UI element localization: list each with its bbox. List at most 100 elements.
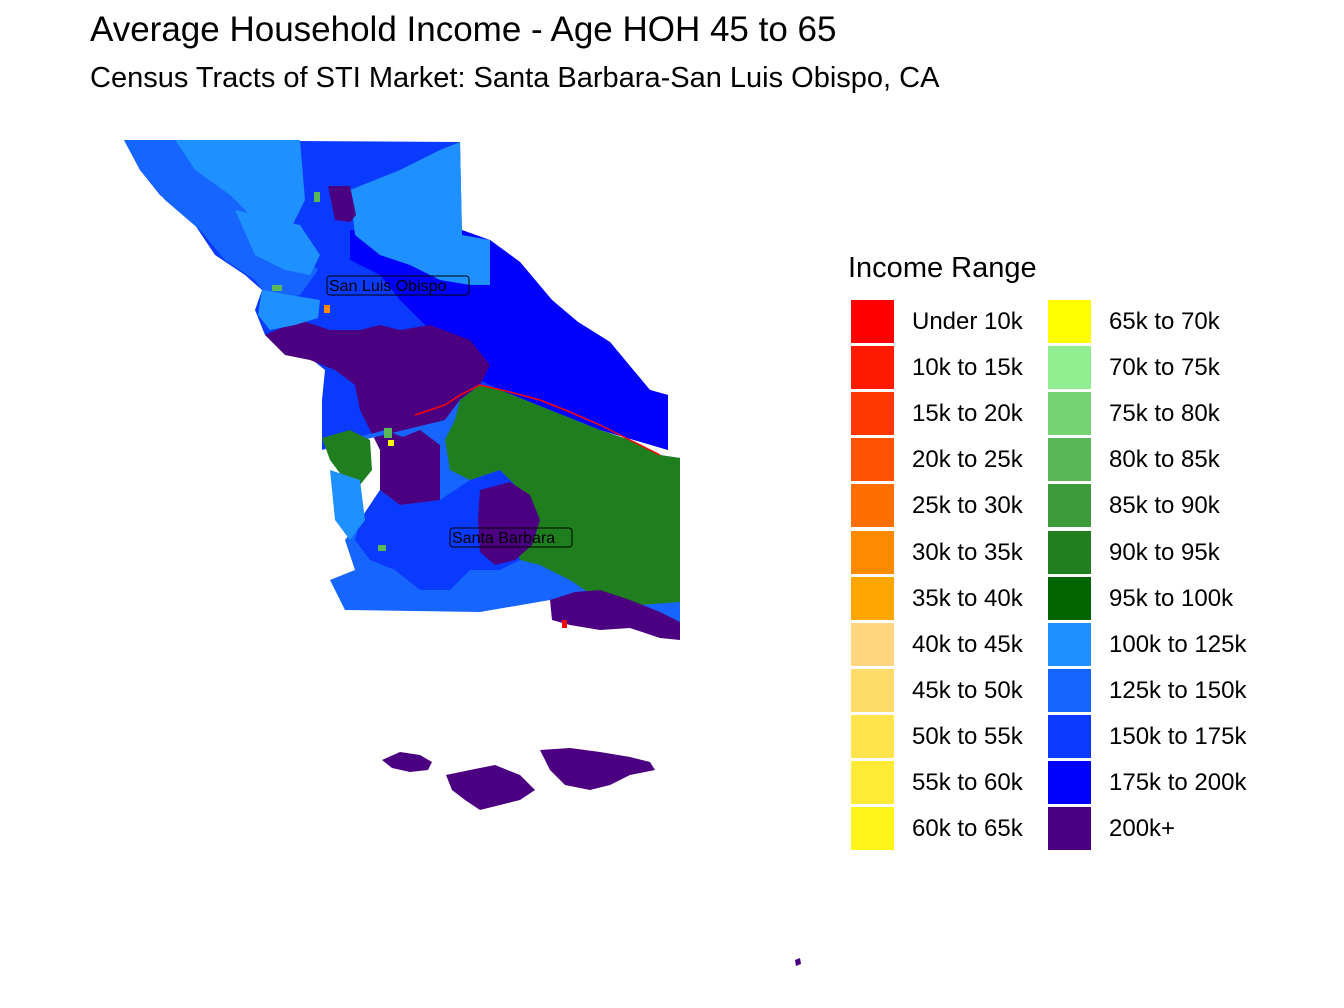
legend-item: 35k to 40k — [848, 576, 1045, 623]
sb-north-purple-tract — [380, 430, 440, 505]
legend-label: 125k to 150k — [1109, 676, 1247, 704]
legend-label: 30k to 35k — [912, 538, 1023, 566]
slo-south-tract-purple — [265, 320, 490, 505]
legend-label: 90k to 95k — [1109, 538, 1220, 566]
legend-item: 75k to 80k — [1045, 392, 1242, 438]
legend-title: Income Range — [848, 252, 1037, 284]
legend-label: 75k to 80k — [1109, 400, 1220, 428]
legend-label: 10k to 15k — [912, 354, 1023, 382]
legend-swatch — [851, 668, 894, 712]
legend-item: 95k to 100k — [1045, 576, 1242, 623]
sb-coast-tract — [330, 470, 365, 540]
legend-item: 80k to 85k — [1045, 438, 1242, 484]
legend-label: 55k to 60k — [912, 769, 1023, 796]
legend-item: 15k to 20k — [848, 392, 1045, 438]
legend-item: 200k+ — [1045, 807, 1242, 853]
legend-swatch — [1048, 714, 1091, 758]
legend-swatch — [851, 346, 894, 390]
island-east — [540, 748, 655, 790]
legend-swatch — [851, 438, 894, 482]
legend-label: 200k+ — [1109, 815, 1176, 843]
legend-swatch — [851, 484, 894, 528]
legend-item: 125k to 150k — [1045, 668, 1246, 715]
legend-item: 60k to 65k — [848, 807, 1045, 853]
legend-label: 65k to 70k — [1109, 308, 1220, 335]
legend-label: 35k to 40k — [912, 584, 1023, 612]
legend-item: 90k to 95k — [1045, 530, 1242, 577]
city-label-text: San Luis Obispo — [329, 278, 447, 295]
legend-swatch — [1048, 392, 1091, 436]
sb-central-purple-tract — [478, 482, 540, 565]
legend-swatch — [1048, 668, 1091, 712]
legend-item: 100k to 125k — [1045, 622, 1246, 669]
legend-label: 45k to 50k — [912, 676, 1023, 704]
legend-item: 10k to 15k — [848, 346, 1045, 392]
legend-swatch — [851, 761, 894, 804]
legend-label: 50k to 55k — [912, 722, 1023, 750]
legend-label: 15k to 20k — [912, 400, 1023, 428]
legend-swatch — [1048, 530, 1091, 574]
legend-label: 40k to 45k — [912, 630, 1023, 658]
sb-urban-tract-c — [378, 545, 386, 551]
legend-swatch — [1048, 300, 1091, 343]
legend-swatch — [1048, 576, 1091, 620]
legend-item: 20k to 25k — [848, 438, 1045, 484]
legend-label: 85k to 90k — [1109, 492, 1220, 520]
sb-forest-tract — [445, 385, 680, 605]
legend-item: 45k to 50k — [848, 668, 1045, 715]
island-west — [382, 752, 432, 772]
legend-item: 50k to 55k — [848, 714, 1045, 761]
map-subtitle: Census Tracts of STI Market: Santa Barba… — [90, 62, 940, 94]
city-label-san-luis-obispo: San Luis Obispo — [326, 275, 470, 296]
legend-swatch — [851, 714, 894, 758]
slo-urban-tract-b — [314, 192, 320, 202]
legend-swatch — [1048, 438, 1091, 482]
legend-swatch — [851, 300, 894, 343]
city-label-text: Santa Barbara — [452, 530, 555, 547]
legend-swatch — [1048, 807, 1091, 851]
legend-swatch — [1048, 622, 1091, 666]
map-title: Average Household Income - Age HOH 45 to… — [90, 10, 837, 49]
legend-swatch — [851, 622, 894, 666]
legend-item: 55k to 60k — [848, 761, 1045, 807]
legend-label: 70k to 75k — [1109, 354, 1220, 382]
legend: Income Range Under 10k 10k to 15k 15k to 2… — [848, 250, 1288, 860]
slo-east-tract — [350, 230, 668, 450]
legend-label: 100k to 125k — [1109, 630, 1247, 658]
sb-red-tract — [562, 620, 567, 628]
slo-north-tract-purple — [328, 186, 356, 222]
legend-item: Under 10k — [848, 300, 1045, 346]
legend-swatch — [1048, 346, 1091, 390]
legend-label: 150k to 175k — [1109, 722, 1247, 750]
legend-label: 20k to 25k — [912, 446, 1023, 474]
legend-label: 25k to 30k — [912, 492, 1023, 520]
legend-swatch — [851, 530, 894, 574]
island-tiny — [795, 958, 801, 966]
sb-urban-tract-a — [384, 428, 392, 438]
legend-item: 175k to 200k — [1045, 761, 1246, 807]
legend-item: 30k to 35k — [848, 530, 1045, 577]
island-middle — [446, 765, 535, 810]
legend-swatch — [851, 807, 894, 851]
slo-urban-tract-c — [324, 305, 330, 313]
legend-item: 150k to 175k — [1045, 714, 1246, 761]
sb-south-coast-purple-tract — [550, 590, 680, 640]
sb-interior-tract — [355, 470, 520, 590]
slo-north-tract-b — [350, 142, 490, 285]
county-boundary-line — [414, 384, 661, 456]
legend-item: 70k to 75k — [1045, 346, 1242, 392]
slo-north-tract-a — [175, 140, 305, 230]
legend-item: 85k to 90k — [1045, 484, 1242, 530]
legend-label: 80k to 85k — [1109, 446, 1220, 474]
legend-label: 60k to 65k — [912, 815, 1023, 843]
legend-label: 175k to 200k — [1109, 769, 1247, 796]
legend-item: 25k to 30k — [848, 484, 1045, 530]
city-label-santa-barbara: Santa Barbara — [449, 527, 573, 548]
sb-urban-tract-b — [388, 440, 394, 446]
legend-swatch — [1048, 484, 1091, 528]
legend-item: 65k to 70k — [1045, 300, 1242, 346]
legend-label: Under 10k — [912, 308, 1023, 335]
slo-central-tract — [235, 210, 320, 275]
slo-coast-tract — [258, 290, 320, 330]
